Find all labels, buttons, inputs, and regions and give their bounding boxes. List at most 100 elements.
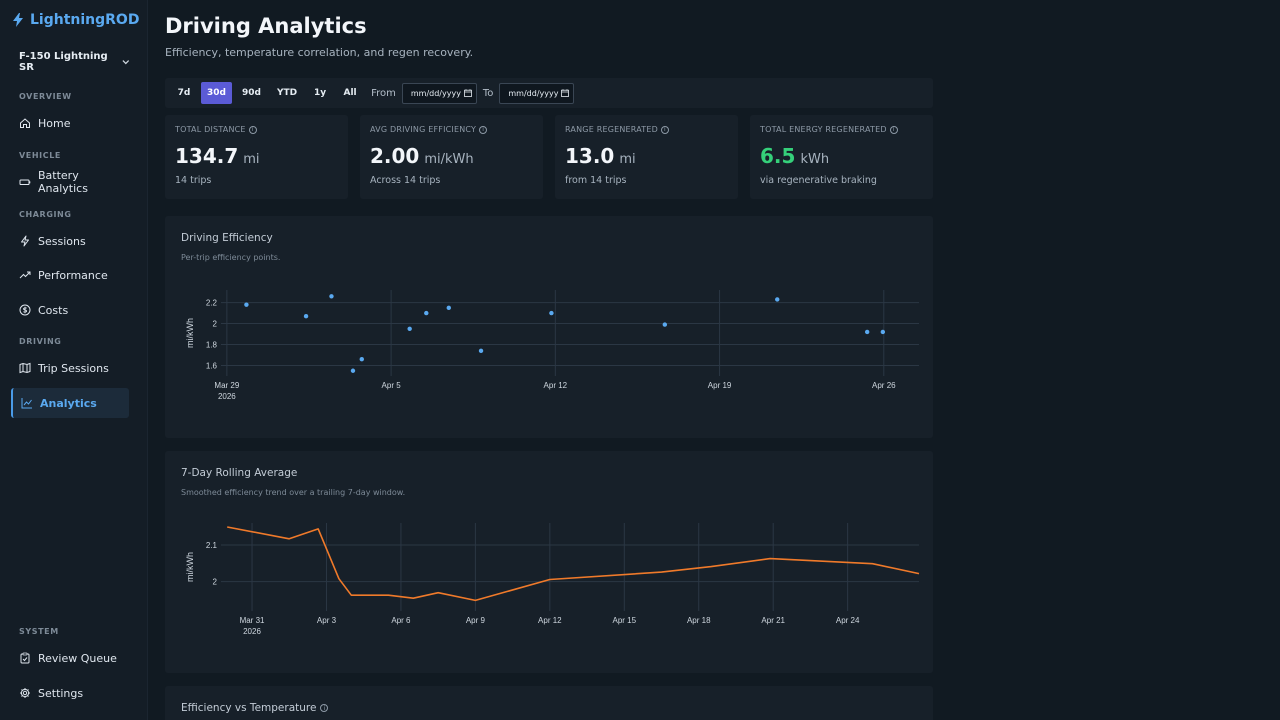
to-date-input[interactable]: mm/dd/yyyy [499,82,575,104]
x-tick-label: Apr 26 [872,381,896,390]
clipboard-check-icon [20,652,30,664]
range-ytd-button[interactable]: YTD [276,88,298,98]
stat-subtext: 14 trips [175,175,212,186]
stat-subtext: from 14 trips [565,175,627,186]
x-tick-label: Apr 21 [761,616,785,625]
data-point [446,305,451,311]
sidebar-item-sessions[interactable]: Sessions [11,226,129,256]
lightning-bolt-icon [13,13,23,27]
chevron-down-icon [122,60,130,65]
stat-unit: mi [619,152,636,167]
y-tick-label: 2.2 [206,299,218,308]
efficiency-scatter-chart[interactable]: Mar 29 2026 Apr 5 Apr 12 Apr 19 Apr 26 1.6 1.8 2… [165,216,933,438]
stat-label-row: RANGE REGENERATED i [565,125,728,134]
range-all-button[interactable]: All [343,88,357,98]
sidebar-item-label: Settings [38,686,84,700]
home-icon [20,118,30,128]
stat-value-row: 134.7 mi [175,144,338,168]
stat-value: 6.5 [760,144,796,168]
section-system: SYSTEM [19,627,59,636]
stat-unit: kWh [800,152,830,167]
y-tick-label: 2.1 [206,541,218,550]
y-axis-label: mi/kWh [185,318,195,348]
dollar-circle-icon [19,304,31,316]
x-tick-label: Apr 19 [708,381,732,390]
data-point [478,348,484,354]
data-point [662,322,668,327]
sidebar-item-analytics[interactable]: Analytics [11,388,129,418]
x-tick-label: Apr 9 [466,616,486,625]
page-title: Driving Analytics [165,14,367,38]
from-label: From [371,87,396,99]
x-tick-year-label: 2026 [218,392,236,401]
x-tick-label: Apr 12 [538,616,562,625]
info-icon[interactable]: i [248,125,257,134]
page-subtitle: Efficiency, temperature correlation, and… [165,46,474,59]
y-tick-label: 2 [213,578,218,587]
stat-label: RANGE REGENERATED [565,125,658,134]
x-tick-label: Apr 12 [544,381,568,390]
data-point [880,329,886,335]
chart-title: 7-Day Rolling Average [181,467,298,479]
sidebar-item-review-queue[interactable]: Review Queue [11,643,129,673]
range-90d-button[interactable]: 90d [241,88,261,98]
chart-title-row: Efficiency vs Temperature i [181,702,329,714]
chart-subtitle: Per-trip efficiency points. [181,253,281,262]
stat-value-row: 13.0 mi [565,144,728,168]
y-tick-label: 2 [213,320,218,329]
from-date-input[interactable]: mm/dd/yyyy [401,82,477,104]
sidebar-item-battery-analytics[interactable]: Battery Analytics [11,167,129,197]
stat-subtext: via regenerative braking [760,175,877,186]
stat-label-row: AVG DRIVING EFFICIENCY i [370,125,533,134]
rolling-average-line-chart[interactable]: Mar 31 2026 Apr 3 Apr 6 Apr 9 Apr 12 Apr 15 Apr… [165,451,933,673]
y-tick-label: 1.6 [206,362,218,371]
x-tick-year-label: 2026 [243,627,261,636]
battery-icon [19,179,31,185]
info-icon[interactable]: i [889,125,898,134]
stat-label: TOTAL DISTANCE [175,125,246,134]
range-7d-button[interactable]: 7d [177,88,191,98]
to-date-placeholder: mm/dd/yyyy [508,88,559,98]
range-30d-button[interactable]: 30d [201,82,232,104]
info-icon[interactable]: i [660,125,669,134]
stat-label-row: TOTAL ENERGY REGENERATED i [760,125,923,134]
x-tick-label: Mar 29 [214,381,239,390]
sidebar-item-label: Analytics [40,396,97,410]
y-axis-label: mi/kWh [185,552,195,582]
section-driving: DRIVING [19,337,62,346]
data-point [775,297,780,302]
calendar-icon [561,89,570,97]
rolling-average-chart-card: 7-Day Rolling Average Smoothed efficienc… [165,451,933,673]
stat-value: 2.00 [370,144,420,168]
stat-label-row: TOTAL DISTANCE i [175,125,338,134]
sidebar-item-trip-sessions[interactable]: Trip Sessions [11,353,129,383]
temperature-chart-card: Efficiency vs Temperature i [165,686,933,720]
vehicle-selector[interactable]: F-150 Lightning SR [19,51,131,73]
stat-card-energy-regenerated: TOTAL ENERGY REGENERATED i 6.5 kWh via reg… [750,115,933,199]
sidebar-item-costs[interactable]: Costs [11,295,129,325]
data-point [303,314,309,319]
zap-icon [21,235,29,247]
data-point [329,294,334,299]
sidebar-item-settings[interactable]: Settings [11,678,129,708]
sidebar-item-label: Trip Sessions [38,361,109,375]
date-filter-bar: 7d 30d 90d YTD 1y All From mm/dd/yyyy To… [165,78,933,108]
info-icon[interactable]: i [320,704,329,712]
sidebar-item-performance[interactable]: Performance [11,260,129,290]
map-icon [19,362,31,374]
info-icon[interactable]: i [479,125,488,134]
section-overview: OVERVIEW [19,92,72,101]
sidebar-item-home[interactable]: Home [11,108,129,138]
data-point [549,310,554,316]
trending-up-icon [19,271,31,279]
gear-icon [20,688,30,698]
stat-value-row: 6.5 kWh [760,144,923,168]
sidebar: LightningROD F-150 Lightning SR OVERVIEW… [0,0,148,720]
range-1y-button[interactable]: 1y [314,88,327,98]
brand-logo[interactable]: LightningROD [12,10,139,30]
efficiency-chart-card: Driving Efficiency Per-trip efficiency p… [165,216,933,438]
app-name: LightningROD [30,12,140,28]
sidebar-item-label: Costs [38,303,69,317]
stat-card-total-distance: TOTAL DISTANCE i 134.7 mi 14 trips [165,115,348,199]
series-line [227,526,920,602]
